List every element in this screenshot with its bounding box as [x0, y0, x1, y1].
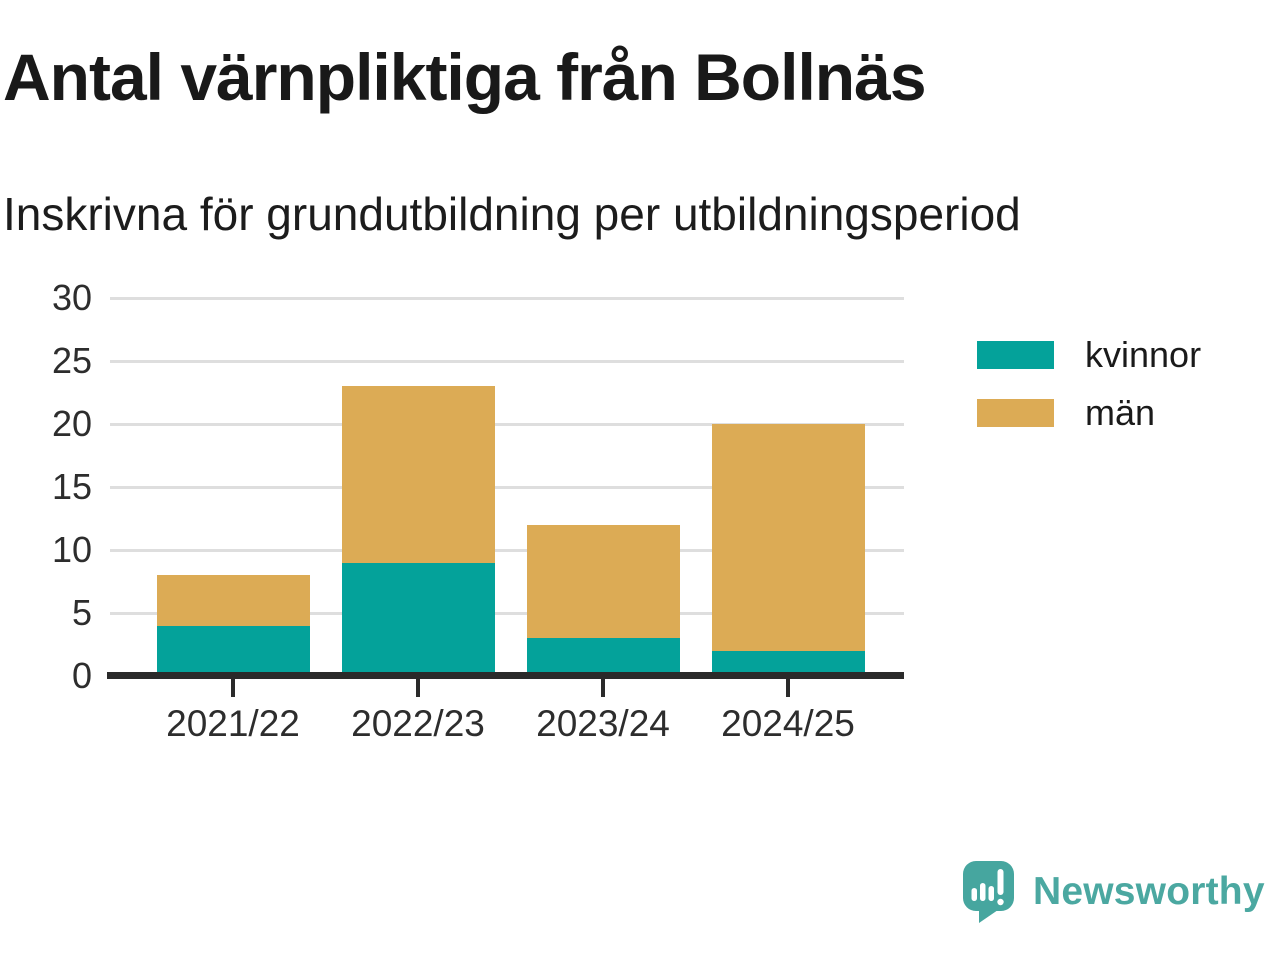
y-tick-label: 30 — [51, 277, 92, 318]
legend-item-män: män — [977, 392, 1201, 433]
x-tick-label: 2024/25 — [721, 703, 855, 744]
y-tick-label: 10 — [51, 529, 92, 570]
gridline-y5 — [110, 611, 904, 615]
gridline-y15 — [110, 485, 904, 489]
gridline-y30 — [110, 296, 904, 300]
x-tick-label: 2023/24 — [536, 703, 670, 744]
legend-label: kvinnor — [1085, 334, 1202, 375]
legend-item-kvinnor: kvinnor — [977, 334, 1201, 375]
x-tick-label: 2022/23 — [351, 703, 485, 744]
legend: kvinnor män — [977, 334, 1201, 455]
bar-segment-män-2022/23 — [341, 386, 495, 563]
legend-swatch-kvinnor — [977, 341, 1054, 369]
x-tick-label: 2021/22 — [166, 703, 300, 744]
legend-label: män — [1085, 392, 1156, 433]
bar-segment-kvinnor-2023/24 — [526, 638, 680, 676]
bar-segment-män-2023/24 — [526, 524, 680, 639]
y-tick-label: 15 — [51, 466, 92, 507]
y-tick-label: 0 — [71, 655, 92, 696]
bar-segment-kvinnor-2021/22 — [156, 625, 310, 676]
y-tick-label: 5 — [71, 592, 92, 633]
x-tick-mark — [416, 679, 420, 697]
y-tick-label: 20 — [51, 403, 92, 444]
gridline-y25 — [110, 359, 904, 363]
x-tick-mark — [601, 679, 605, 697]
x-tick-mark — [231, 679, 235, 697]
x-tick-mark — [786, 679, 790, 697]
chart-subtitle: Inskrivna för grundutbildning per utbild… — [3, 188, 1021, 240]
legend-swatch-män — [977, 399, 1054, 427]
bar-segment-kvinnor-2022/23 — [341, 562, 495, 676]
newsworthy-logo-icon — [963, 861, 1014, 923]
bar-segment-män-2021/22 — [156, 575, 310, 626]
x-axis-line — [107, 672, 904, 679]
branding: Newsworthy — [963, 861, 1265, 923]
bar-segment-män-2024/25 — [711, 424, 865, 651]
chart-title: Antal värnpliktiga från Bollnäs — [3, 40, 927, 114]
y-tick-label: 25 — [51, 340, 92, 381]
gridline-y10 — [110, 548, 904, 552]
bar-segment-kvinnor-2024/25 — [711, 650, 865, 676]
newsworthy-wordmark: Newsworthy — [1033, 870, 1265, 913]
gridline-y20 — [110, 422, 904, 426]
